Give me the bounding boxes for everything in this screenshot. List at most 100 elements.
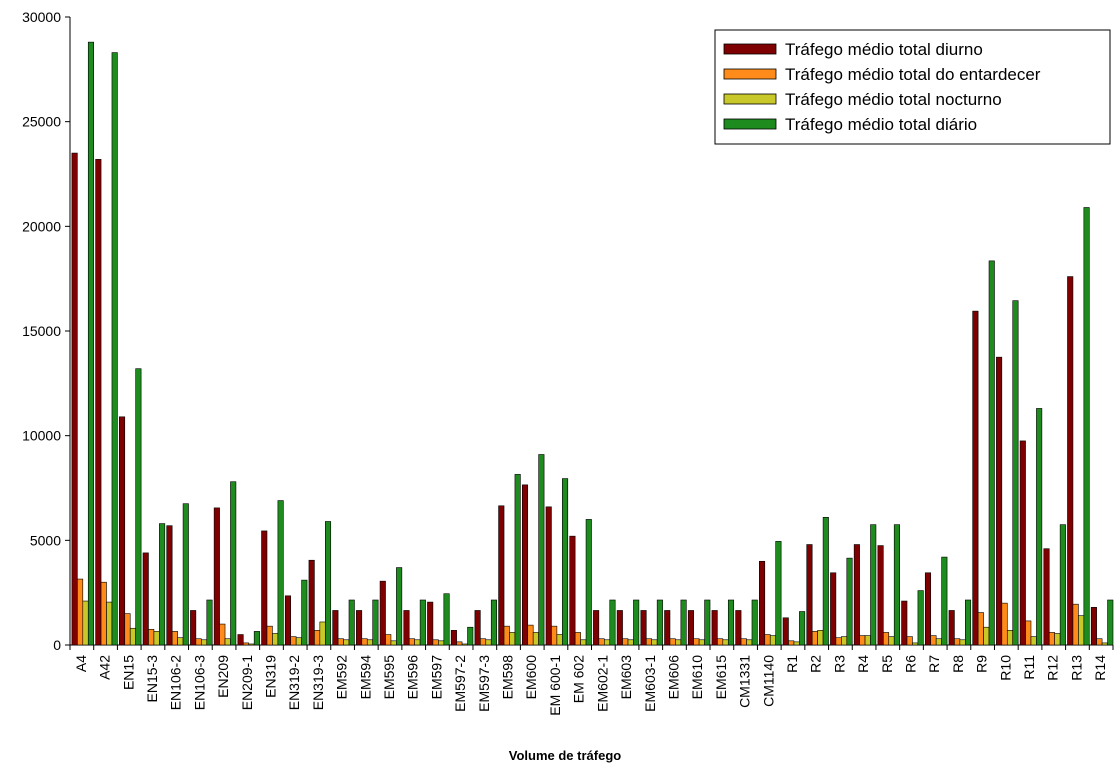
legend-swatch [723, 118, 777, 130]
bar [461, 643, 468, 646]
bar [893, 524, 900, 646]
bar [841, 636, 848, 646]
bar [230, 481, 237, 646]
bar [822, 517, 829, 646]
legend-swatch [723, 43, 777, 55]
bar [764, 634, 771, 646]
bar [474, 610, 481, 646]
bar [640, 610, 647, 646]
bar [485, 639, 492, 646]
bar [213, 507, 220, 646]
bar [71, 152, 78, 646]
bar [498, 505, 505, 646]
bar [924, 572, 932, 646]
bar [480, 638, 487, 646]
bar [727, 599, 735, 646]
bar [1025, 620, 1032, 646]
bar [403, 610, 410, 646]
x-tick-label: R11 [1021, 655, 1037, 680]
bar [1078, 615, 1085, 646]
bar [224, 638, 231, 646]
x-tick-label: EM597-2 [452, 655, 468, 712]
bar [759, 560, 766, 646]
legend-box [714, 29, 1111, 145]
bar [977, 612, 984, 646]
bar [432, 639, 439, 646]
x-tick-label: EN209-1 [239, 655, 255, 710]
bar [917, 590, 924, 646]
x-tick-label: R4 [855, 655, 871, 673]
x-tick-label: R5 [879, 655, 895, 673]
bar [817, 630, 824, 646]
bar [1072, 603, 1079, 646]
y-tick-label: 5000 [30, 532, 61, 548]
x-tick-label: R13 [1068, 655, 1084, 681]
bar [711, 610, 718, 646]
bar [864, 635, 871, 646]
bar [853, 544, 860, 646]
bar [1067, 276, 1074, 646]
bar [190, 610, 197, 646]
x-tick-label: EN15-3 [144, 655, 160, 703]
bar [988, 260, 995, 646]
bar [545, 506, 552, 646]
bar [901, 600, 908, 646]
bar [135, 368, 142, 646]
bar [100, 581, 107, 646]
bar [704, 599, 711, 646]
bar [622, 638, 629, 646]
bar [366, 639, 374, 646]
bar [669, 638, 676, 646]
bar [740, 638, 747, 646]
bar [82, 600, 89, 646]
legend-label: Tráfego médio total nocturno [785, 90, 1002, 109]
bar [443, 593, 450, 646]
chart-legend: Tráfego médio total diurno Tráfego médio … [714, 29, 1111, 145]
bar [793, 641, 800, 646]
bar [290, 636, 297, 646]
bar [782, 617, 789, 646]
x-tick-label: EM602-1 [594, 655, 610, 712]
bar [419, 599, 426, 646]
bar [1096, 638, 1103, 646]
bar [656, 599, 663, 646]
bar [237, 634, 244, 646]
bar [266, 625, 273, 646]
x-tick-label: EM598 [500, 655, 516, 700]
x-tick-label: EM592 [334, 655, 350, 700]
bar [509, 632, 516, 646]
bar [580, 639, 587, 646]
bar [219, 623, 226, 646]
x-tick-label: EN319-3 [310, 655, 326, 710]
bar [153, 631, 160, 646]
x-axis-label: Volume de tráfego [509, 748, 622, 763]
bar [775, 541, 782, 646]
bar [651, 639, 658, 646]
bar [598, 638, 605, 646]
bar [408, 638, 415, 646]
bar [337, 638, 344, 646]
bar [562, 478, 569, 646]
bar [1006, 630, 1014, 646]
x-tick-label: R7 [926, 655, 942, 673]
x-tick-label: EM595 [381, 655, 397, 700]
bar [284, 595, 291, 646]
x-tick-label: EM597-3 [476, 655, 492, 712]
y-tick-label: 20000 [22, 218, 61, 234]
bar [532, 632, 539, 646]
x-tick-label: EM610 [689, 655, 705, 700]
bar [177, 637, 184, 646]
bar [390, 640, 397, 646]
bar [693, 638, 700, 646]
bar [87, 41, 95, 646]
bar [811, 631, 818, 646]
y-tick-label: 30000 [22, 9, 61, 25]
bar [129, 627, 136, 646]
x-tick-label: R14 [1092, 655, 1108, 681]
x-tick-label: EM603-1 [642, 655, 658, 712]
bar [883, 632, 890, 646]
y-tick-label: 0 [53, 637, 61, 653]
bar [954, 638, 961, 646]
bar [182, 503, 189, 646]
bar [527, 624, 534, 646]
